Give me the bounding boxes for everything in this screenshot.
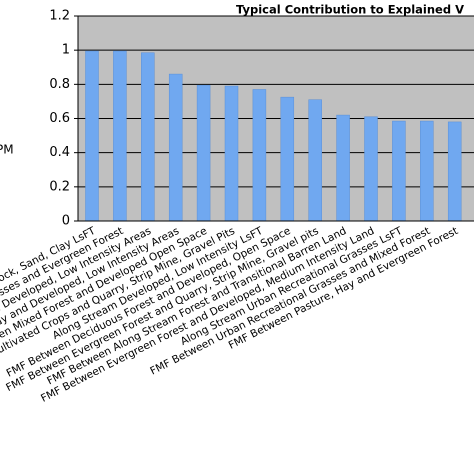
y-tick-label: 0.4 bbox=[49, 145, 70, 160]
bar bbox=[280, 96, 295, 222]
bar bbox=[392, 120, 406, 222]
bar bbox=[113, 50, 127, 222]
bar bbox=[447, 121, 462, 222]
chart-title: Typical Contribution to Explained V bbox=[236, 3, 464, 17]
bar bbox=[364, 116, 378, 222]
bar bbox=[141, 52, 155, 222]
bar bbox=[168, 73, 183, 222]
y-tick-label: 0.6 bbox=[49, 111, 70, 126]
bar bbox=[224, 85, 239, 222]
bar bbox=[308, 99, 322, 222]
bar bbox=[196, 84, 211, 222]
bar bbox=[336, 114, 350, 222]
y-tick-label: 0 bbox=[62, 214, 70, 229]
y-tick-label: 1 bbox=[62, 43, 70, 58]
y-axis-label: PM bbox=[0, 143, 14, 157]
y-tick-label: 1.2 bbox=[49, 9, 70, 24]
bar bbox=[85, 50, 99, 222]
bar bbox=[420, 120, 434, 222]
bar bbox=[252, 89, 267, 222]
y-tick-label: 0.8 bbox=[49, 77, 70, 92]
y-tick-label: 0.2 bbox=[49, 179, 70, 194]
